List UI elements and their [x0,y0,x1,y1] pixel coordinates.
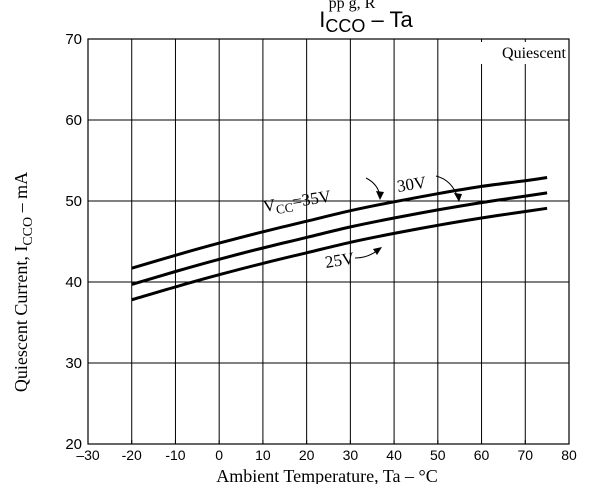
top-fragment: pp g, R [329,0,376,12]
chart-title: ICCO – Ta [319,7,413,36]
curve-label-35v-rest: =35V [291,186,333,211]
x-tick-label: -20 [122,447,142,463]
x-tick-label: 50 [430,447,446,463]
corner-label: Quiescent [502,45,567,62]
title-sub: CCO [325,16,365,36]
arrowhead-25v [373,247,382,255]
x-tick-label: 80 [561,447,577,463]
x-tick-label: 10 [255,447,271,463]
curve-label-35v-main: V [262,195,278,216]
leader-arrowheads [373,191,462,255]
y-tick-label: 60 [65,112,82,129]
x-tick-label: 20 [299,447,315,463]
arrowhead-35v [376,191,384,200]
curve-label-30v: 30V [396,172,429,195]
y-tick-label: 40 [65,274,82,291]
ylabel-sub: CCO [21,217,36,246]
curve-label-25v: 25V [324,248,357,271]
x-tick-label: 30 [343,447,359,463]
x-tick-label: –30 [76,447,100,463]
y-tick-label: 70 [65,31,82,48]
ylabel-main: Quiescent Current, I [11,246,31,392]
ylabel-rest: – mA [11,172,31,217]
corner-label-bg [478,42,568,64]
x-tick-label: 40 [386,447,402,463]
x-tick-label: 0 [215,447,223,463]
plot-frame [87,38,570,445]
x-axis-label: Ambient Temperature, Ta – °C [216,466,437,484]
series-lines [131,176,548,302]
y-axis-label: Quiescent Current, ICCO – mA [11,172,36,392]
series-line-2 [131,206,548,302]
x-tick-label: 70 [517,447,533,463]
curve-label-35v-sub: CC [275,199,294,217]
series-line-1 [131,191,548,286]
y-tick-label: 50 [65,193,82,210]
y-tick-label: 20 [65,436,82,453]
series-line-0 [131,176,548,270]
y-tick-labels: 20 30 40 50 60 70 [65,31,82,453]
y-tick-label: 30 [65,355,82,372]
curve-label-35v: VCC=35V [262,186,334,219]
title-main: I [319,7,325,32]
title-rest: – Ta [365,7,413,32]
x-tick-label: -10 [165,447,185,463]
x-tick-label: 60 [474,447,490,463]
grid [88,39,569,444]
arrowhead-30v [454,193,462,202]
x-tick-labels: –30 -20 -10 0 10 20 30 40 50 60 70 80 [76,447,577,463]
axes [87,38,570,445]
